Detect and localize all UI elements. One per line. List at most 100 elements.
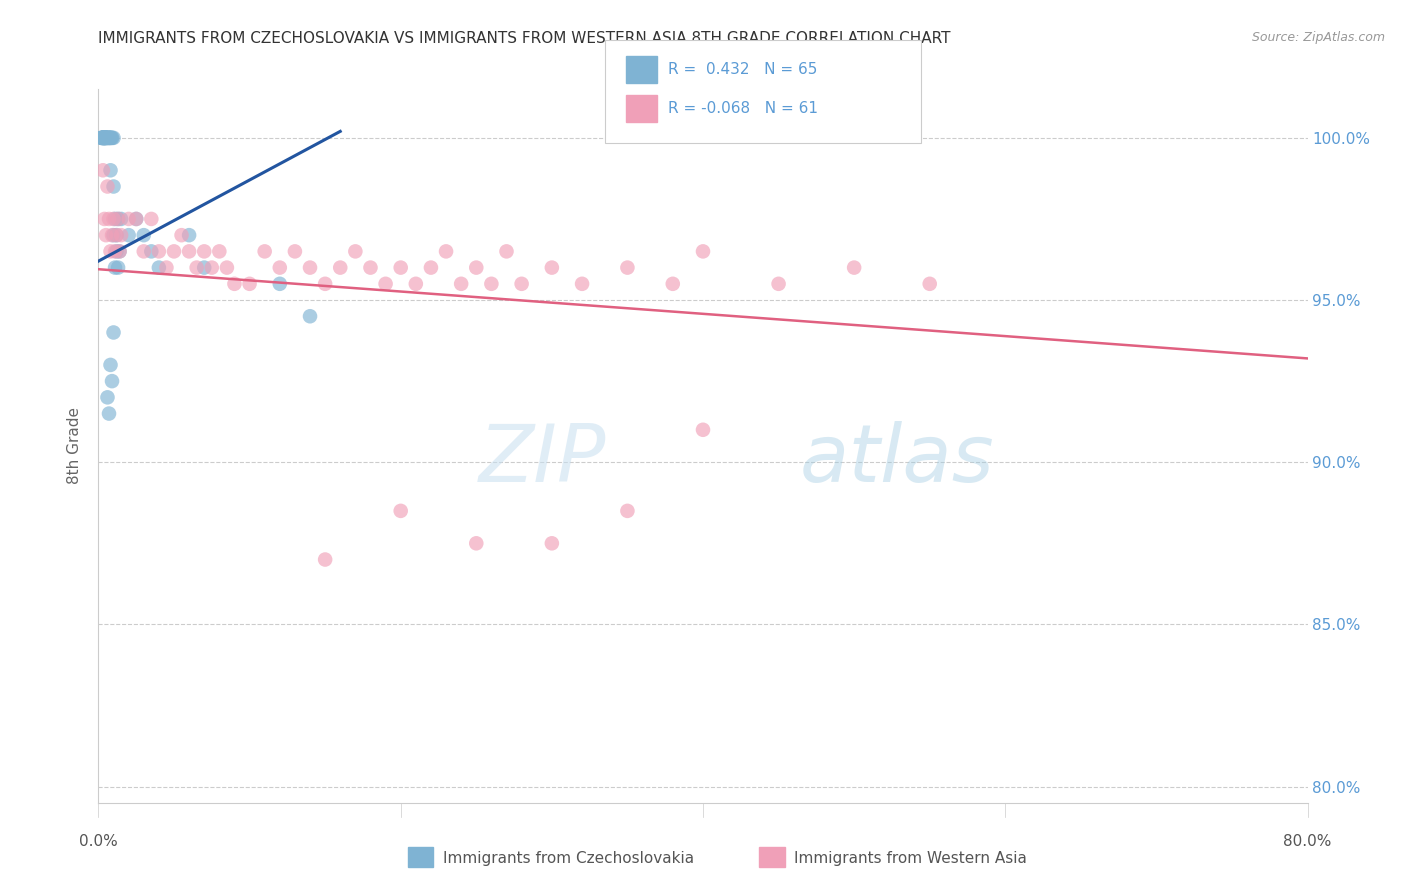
Point [450, 277, 472, 291]
Point [94, 131, 117, 145]
Point [540, 536, 562, 550]
Point [510, 277, 533, 291]
Y-axis label: 8th Grade: 8th Grade [67, 408, 83, 484]
Point [239, 277, 262, 291]
Point [155, 260, 177, 275]
Point [481, 277, 503, 291]
Point [101, 374, 124, 388]
Point [360, 260, 382, 275]
Point [299, 260, 322, 275]
Point [495, 244, 517, 259]
Point [96, 179, 118, 194]
Point [193, 260, 215, 275]
Point [148, 244, 170, 259]
Point [93, 131, 115, 145]
Text: ZIP: ZIP [479, 421, 606, 500]
Point [465, 536, 488, 550]
Point [93, 131, 115, 145]
Point [103, 179, 125, 194]
Point [91, 131, 114, 145]
Point [434, 244, 457, 259]
Point [141, 244, 163, 259]
Point [132, 244, 155, 259]
Point [94, 228, 117, 243]
Point [91, 131, 114, 145]
Text: R = -0.068   N = 61: R = -0.068 N = 61 [668, 102, 818, 116]
Point [108, 244, 131, 259]
Point [141, 211, 163, 226]
Point [100, 163, 122, 178]
Point [186, 260, 208, 275]
Point [94, 131, 117, 145]
Point [179, 244, 201, 259]
Point [94, 131, 117, 145]
Point [110, 228, 132, 243]
Point [299, 310, 322, 324]
Point [94, 131, 117, 145]
Point [125, 211, 148, 226]
Point [208, 244, 231, 259]
Point [93, 131, 115, 145]
Point [104, 244, 127, 259]
Point [107, 211, 129, 226]
Text: 80.0%: 80.0% [1284, 834, 1331, 849]
Point [768, 277, 790, 291]
Point [94, 131, 117, 145]
Point [108, 244, 131, 259]
Point [96, 131, 118, 145]
Point [118, 228, 141, 243]
Point [692, 244, 714, 259]
Point [98, 131, 121, 145]
Point [93, 131, 115, 145]
Point [118, 211, 141, 226]
Point [465, 260, 488, 275]
Point [389, 260, 412, 275]
Point [692, 423, 714, 437]
Point [104, 211, 127, 226]
Point [101, 131, 124, 145]
Point [104, 260, 127, 275]
Point [96, 131, 118, 145]
Point [101, 228, 124, 243]
Point [616, 504, 638, 518]
Text: Immigrants from Czechoslovakia: Immigrants from Czechoslovakia [443, 851, 695, 865]
Point [344, 244, 367, 259]
Point [163, 244, 186, 259]
Point [105, 228, 128, 243]
Point [405, 277, 427, 291]
Point [100, 131, 122, 145]
Point [224, 277, 246, 291]
Text: Immigrants from Western Asia: Immigrants from Western Asia [794, 851, 1028, 865]
Text: atlas: atlas [800, 421, 994, 500]
Point [103, 211, 125, 226]
Point [107, 211, 129, 226]
Point [179, 228, 201, 243]
Point [91, 131, 114, 145]
Point [132, 228, 155, 243]
Point [90, 131, 112, 145]
Point [93, 131, 115, 145]
Point [103, 326, 125, 340]
Point [616, 260, 638, 275]
Point [105, 228, 128, 243]
Point [101, 131, 124, 145]
Point [98, 407, 121, 421]
Text: Source: ZipAtlas.com: Source: ZipAtlas.com [1251, 31, 1385, 45]
Point [93, 211, 115, 226]
Text: R =  0.432   N = 65: R = 0.432 N = 65 [668, 62, 817, 77]
Point [100, 131, 122, 145]
Point [253, 244, 276, 259]
Point [148, 260, 170, 275]
Point [91, 131, 114, 145]
Point [110, 211, 132, 226]
Point [314, 552, 336, 566]
Point [94, 131, 117, 145]
Point [91, 131, 114, 145]
Point [170, 228, 193, 243]
Point [100, 244, 122, 259]
Point [93, 131, 115, 145]
Point [571, 277, 593, 291]
Point [329, 260, 352, 275]
Point [374, 277, 396, 291]
Point [420, 260, 443, 275]
